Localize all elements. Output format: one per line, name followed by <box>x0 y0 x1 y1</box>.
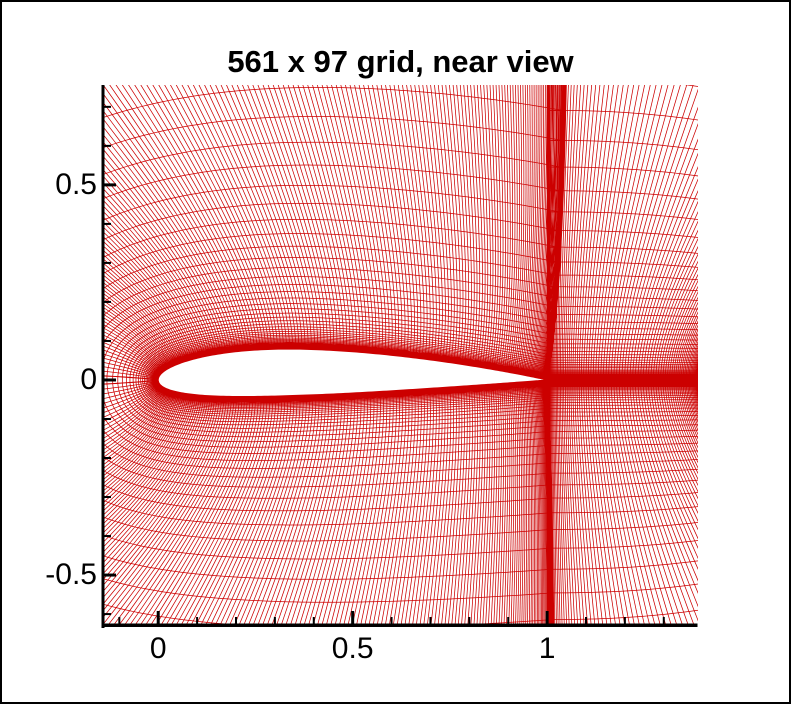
x-tick-label: 0.5 <box>331 632 374 665</box>
y-tick-label: 0.5 <box>55 167 97 201</box>
x-tick-label: 0 <box>149 632 167 665</box>
x-tick-label: 1 <box>538 632 556 665</box>
y-tick-label: 0 <box>80 362 97 396</box>
chart-title: 561 x 97 grid, near view <box>227 44 574 79</box>
y-tick-label: -0.5 <box>45 558 97 592</box>
